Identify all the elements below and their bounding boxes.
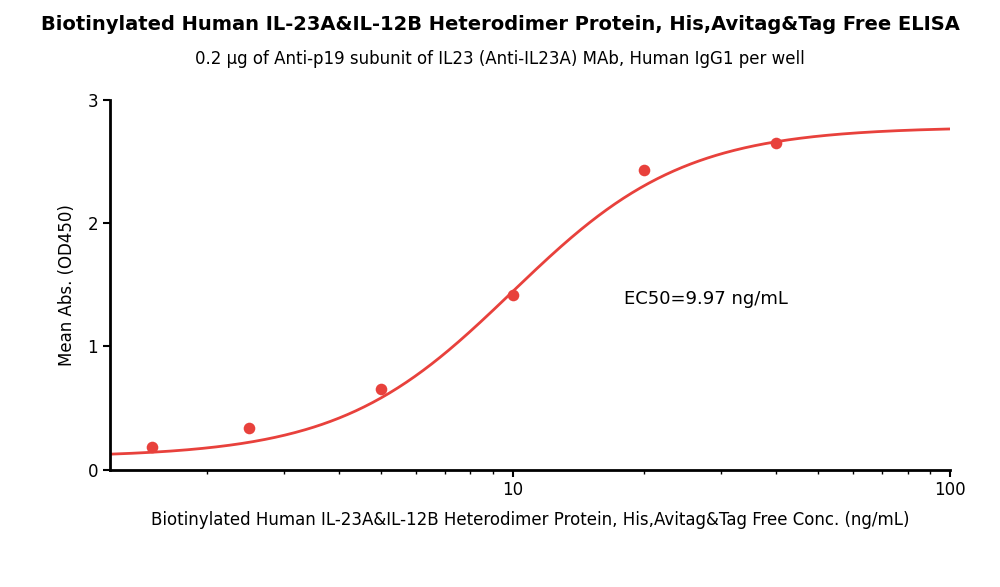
Point: [636, 166, 652, 175]
Text: Biotinylated Human IL-23A&IL-12B Heterodimer Protein, His,Avitag&Tag Free ELISA: Biotinylated Human IL-23A&IL-12B Heterod…: [41, 15, 959, 33]
Point: [768, 139, 784, 148]
Point: [241, 423, 257, 433]
Y-axis label: Mean Abs. (OD450): Mean Abs. (OD450): [58, 204, 76, 366]
Text: 0.2 μg of Anti-p19 subunit of IL23 (Anti-IL23A) MAb, Human IgG1 per well: 0.2 μg of Anti-p19 subunit of IL23 (Anti…: [195, 50, 805, 68]
Text: EC50=9.97 ng/mL: EC50=9.97 ng/mL: [624, 291, 788, 309]
X-axis label: Biotinylated Human IL-23A&IL-12B Heterodimer Protein, His,Avitag&Tag Free Conc. : Biotinylated Human IL-23A&IL-12B Heterod…: [151, 511, 909, 528]
Point: [144, 443, 160, 452]
Point: [505, 290, 521, 299]
Point: [373, 385, 389, 394]
